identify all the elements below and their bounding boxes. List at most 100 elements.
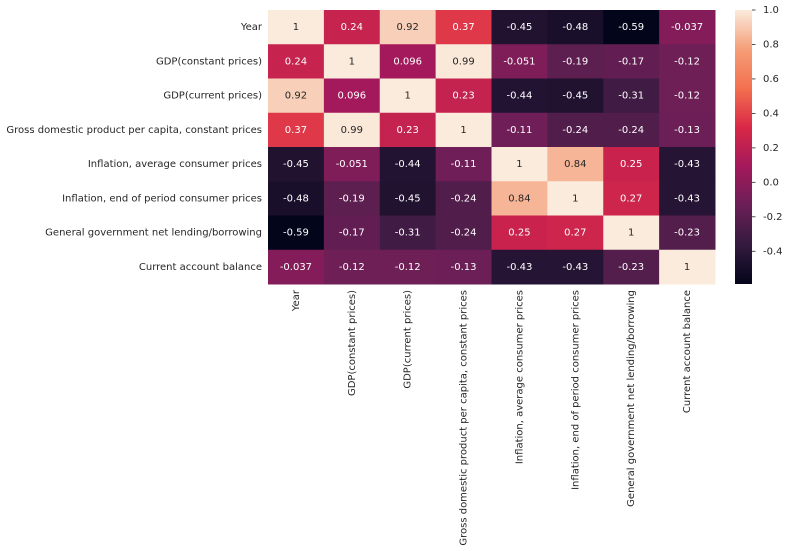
cell-label: 1 — [405, 91, 411, 102]
y-tick-label: Current account balance — [139, 262, 262, 273]
heatmap-cell — [659, 112, 716, 148]
cell-label: -0.17 — [618, 56, 644, 67]
heatmap-cell — [323, 44, 381, 79]
heatmap-cell — [659, 181, 716, 216]
cell-label: -0.13 — [451, 262, 477, 273]
cell-label: 0.37 — [285, 125, 307, 136]
cell-label: -0.13 — [674, 125, 700, 136]
cell-label: 0.92 — [285, 91, 307, 102]
cell-label: 0.92 — [397, 22, 419, 33]
cell-label: -0.31 — [618, 91, 644, 102]
cell-label: -0.12 — [395, 262, 421, 273]
cell-label: 0.27 — [620, 193, 642, 204]
heatmap-cell — [268, 249, 325, 285]
y-tick-label: General government net lending/borrowing — [45, 228, 262, 239]
heatmap-cell — [379, 112, 437, 148]
colorbar-tick-label: 0.8 — [763, 39, 779, 50]
heatmap-cell — [659, 44, 716, 79]
heatmap-cell — [435, 78, 492, 114]
heatmap-cell — [379, 44, 437, 79]
heatmap-cell — [268, 78, 325, 114]
cell-label: 0.27 — [564, 228, 586, 239]
x-tick-label: Year — [291, 289, 302, 312]
heatmap-cell — [603, 215, 660, 251]
heatmap-cell — [603, 147, 660, 182]
heatmap-cell — [268, 147, 325, 182]
cell-label: -0.23 — [618, 262, 644, 273]
heatmap-cell — [323, 112, 381, 148]
heatmap-cell — [435, 181, 492, 216]
cell-label: 1 — [628, 228, 634, 239]
heatmap-cell — [603, 44, 660, 79]
cell-label: -0.19 — [339, 193, 365, 204]
cell-label: 0.096 — [393, 56, 422, 67]
x-tick-label: General government net lending/borrowing — [626, 290, 637, 507]
heatmap-cell — [491, 249, 548, 285]
heatmap-cell — [323, 78, 381, 114]
cell-label: -0.23 — [674, 228, 700, 239]
heatmap-cell — [491, 44, 548, 79]
heatmap-cell — [379, 249, 437, 285]
heatmap-cell — [659, 10, 716, 45]
heatmap-cell — [435, 112, 492, 148]
cell-label: -0.051 — [336, 159, 368, 170]
cell-label: -0.12 — [674, 91, 700, 102]
cell-label: -0.17 — [339, 228, 365, 239]
cell-label: 0.23 — [452, 91, 474, 102]
cell-label: -0.24 — [562, 125, 588, 136]
colorbar-tick-label: 1.0 — [763, 5, 779, 16]
heatmap-cell — [603, 78, 660, 114]
heatmap-cell — [547, 181, 604, 216]
cell-label: 0.99 — [452, 56, 474, 67]
colorbar — [735, 10, 752, 284]
heatmap-cell — [547, 78, 604, 114]
cell-label: -0.43 — [507, 262, 533, 273]
heatmap-cell — [603, 112, 660, 148]
cell-label: 0.24 — [285, 56, 307, 67]
heatmap-cell — [323, 10, 381, 45]
cell-label: -0.24 — [618, 125, 644, 136]
heatmap-cell — [491, 78, 548, 114]
cell-label: 0.84 — [564, 159, 586, 170]
heatmap-cell — [379, 181, 437, 216]
y-tick-label: GDP(current prices) — [163, 91, 262, 102]
y-tick-label: GDP(constant prices) — [156, 56, 262, 67]
cell-label: -0.45 — [507, 22, 533, 33]
cell-label: 0.37 — [452, 22, 474, 33]
heatmap-cell — [659, 215, 716, 251]
heatmap-cell — [435, 249, 492, 285]
cell-label: 0.99 — [341, 125, 363, 136]
heatmap-cell — [491, 215, 548, 251]
cell-label: -0.11 — [451, 159, 477, 170]
heatmap-cell — [547, 44, 604, 79]
heatmap-cell — [659, 147, 716, 182]
heatmap-cell — [603, 249, 660, 285]
heatmap-cell — [603, 10, 660, 45]
heatmap-cell — [435, 215, 492, 251]
cell-label: -0.43 — [562, 262, 588, 273]
cell-label: 0.24 — [341, 22, 363, 33]
cell-label: -0.31 — [395, 228, 421, 239]
heatmap-cell — [491, 112, 548, 148]
x-tick-label: Gross domestic product per capita, const… — [459, 290, 470, 546]
heatmap-cell — [491, 147, 548, 182]
y-tick-label: Inflation, average consumer prices — [88, 159, 262, 170]
heatmap-cell — [268, 10, 325, 45]
x-tick-label: GDP(constant prices) — [347, 290, 358, 396]
heatmap-cell — [379, 78, 437, 114]
cell-label: -0.59 — [283, 228, 309, 239]
cell-label: -0.12 — [339, 262, 365, 273]
heatmap-cell — [491, 10, 548, 45]
heatmap-cell — [268, 112, 325, 148]
heatmap-cell — [268, 44, 325, 79]
cell-label: -0.051 — [503, 56, 535, 67]
y-tick-label: Gross domestic product per capita, const… — [6, 125, 262, 136]
cell-label: -0.44 — [507, 91, 533, 102]
heatmap-cell — [547, 249, 604, 285]
heatmap-cell — [547, 10, 604, 45]
cell-label: 1 — [516, 159, 522, 170]
colorbar-tick-label: -0.2 — [763, 212, 783, 223]
colorbar-tick-label: -0.4 — [763, 246, 783, 257]
cell-label: -0.11 — [507, 125, 533, 136]
x-tick-label: Inflation, end of period consumer prices — [570, 290, 581, 490]
